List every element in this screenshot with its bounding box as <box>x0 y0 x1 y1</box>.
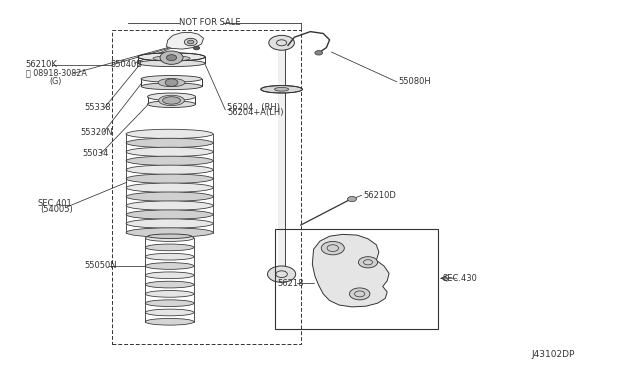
Ellipse shape <box>153 56 190 61</box>
Circle shape <box>188 40 194 44</box>
Text: SEC.430: SEC.430 <box>443 274 477 283</box>
Ellipse shape <box>126 183 213 192</box>
Bar <box>278 48 285 267</box>
Text: 55320N: 55320N <box>80 128 113 137</box>
Ellipse shape <box>163 97 180 104</box>
Ellipse shape <box>261 86 303 93</box>
Ellipse shape <box>126 147 213 157</box>
Text: SEC.401: SEC.401 <box>37 199 72 208</box>
Circle shape <box>358 257 378 268</box>
Ellipse shape <box>126 138 213 148</box>
Circle shape <box>166 55 177 61</box>
Circle shape <box>315 51 323 55</box>
Text: (G): (G) <box>49 77 61 86</box>
Text: 55034: 55034 <box>82 149 108 158</box>
Text: 55050N: 55050N <box>84 262 117 270</box>
Circle shape <box>193 46 200 50</box>
Circle shape <box>348 196 356 202</box>
Circle shape <box>269 35 294 50</box>
Text: Ⓝ 08918-3082A: Ⓝ 08918-3082A <box>26 69 86 78</box>
Ellipse shape <box>159 95 184 106</box>
Polygon shape <box>166 32 204 49</box>
Ellipse shape <box>126 174 213 183</box>
Ellipse shape <box>141 76 202 82</box>
Circle shape <box>321 241 344 255</box>
Ellipse shape <box>126 165 213 174</box>
Text: NOT FOR SALE: NOT FOR SALE <box>179 18 241 27</box>
Ellipse shape <box>148 234 191 238</box>
Ellipse shape <box>126 156 213 166</box>
Bar <box>275 229 438 329</box>
Text: 56210K: 56210K <box>26 60 58 69</box>
Ellipse shape <box>148 93 196 100</box>
Bar <box>278 48 285 281</box>
Text: J43102DP: J43102DP <box>531 350 575 359</box>
Ellipse shape <box>145 318 194 325</box>
Circle shape <box>268 266 296 282</box>
Polygon shape <box>312 234 389 307</box>
Ellipse shape <box>138 60 205 67</box>
Ellipse shape <box>145 300 194 307</box>
Ellipse shape <box>126 201 213 210</box>
Ellipse shape <box>275 87 289 91</box>
Ellipse shape <box>126 219 213 228</box>
Ellipse shape <box>148 101 196 108</box>
Ellipse shape <box>158 78 185 87</box>
Ellipse shape <box>145 235 194 241</box>
Ellipse shape <box>145 244 194 251</box>
Circle shape <box>349 288 370 300</box>
Ellipse shape <box>126 129 213 139</box>
Ellipse shape <box>126 192 213 201</box>
Circle shape <box>160 51 183 64</box>
Bar <box>112 30 301 344</box>
Text: (54005): (54005) <box>40 205 73 214</box>
Ellipse shape <box>126 228 213 237</box>
Ellipse shape <box>145 281 194 288</box>
Ellipse shape <box>126 210 213 219</box>
Ellipse shape <box>141 83 202 90</box>
Text: 56204   (RH): 56204 (RH) <box>227 103 280 112</box>
Text: 56204+A(LH): 56204+A(LH) <box>227 108 284 117</box>
Text: 56218: 56218 <box>278 279 304 288</box>
Text: 55080H: 55080H <box>398 77 431 86</box>
Circle shape <box>165 79 178 86</box>
Text: 55338: 55338 <box>84 103 111 112</box>
Text: 55040B: 55040B <box>110 60 142 69</box>
Ellipse shape <box>145 253 194 260</box>
Text: 56210D: 56210D <box>364 191 396 200</box>
Ellipse shape <box>145 291 194 297</box>
Ellipse shape <box>145 309 194 316</box>
Ellipse shape <box>145 272 194 279</box>
Ellipse shape <box>145 263 194 269</box>
Circle shape <box>184 38 197 46</box>
Ellipse shape <box>138 53 205 61</box>
